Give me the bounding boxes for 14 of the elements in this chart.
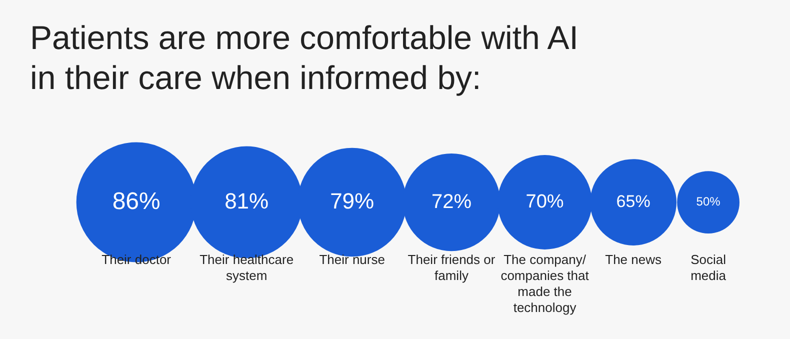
text: Patients are more comfortable with AI in their care when informed by: [30,18,580,98]
category-label: Their healthcare system [200,252,294,284]
data-label: 79% [330,188,374,214]
data-label: 70% [526,191,564,212]
category-label: The news [605,252,662,268]
category-label: Their nurse [319,252,385,268]
category-label: Their friends or family [408,252,496,284]
category-label: The company/companies that made the technology [500,252,590,316]
data-label: 72% [431,190,472,213]
data-label: 86% [112,188,160,215]
data-label: 65% [616,192,650,211]
data-label: 81% [224,188,269,214]
data-label: 50% [696,194,721,209]
category-label: Social media [690,252,727,284]
